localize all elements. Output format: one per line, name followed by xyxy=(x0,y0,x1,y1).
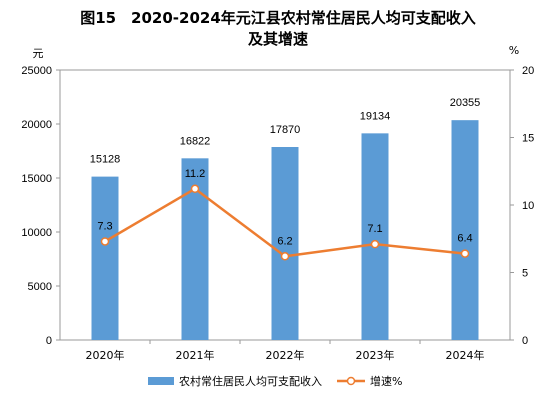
left-tick-label: 15000 xyxy=(21,173,52,185)
left-axis-unit: 元 xyxy=(33,47,44,60)
legend-line-label: 增速% xyxy=(370,374,402,388)
legend-bar-swatch xyxy=(148,377,174,385)
bar-value-label: 17870 xyxy=(270,124,301,136)
line-point xyxy=(190,184,200,194)
left-axis-ticks: 0 5000 10000 15000 20000 25000 xyxy=(21,65,60,347)
right-tick-label: 5 xyxy=(522,268,528,280)
left-tick-label: 10000 xyxy=(21,227,52,239)
x-tick-label: 2023年 xyxy=(356,348,395,362)
line-value-label: 7.1 xyxy=(367,223,382,235)
chart-title-line2: 及其增速 xyxy=(248,30,308,48)
line-value-label: 6.2 xyxy=(277,235,292,247)
left-tick-label: 0 xyxy=(46,335,52,347)
right-tick-label: 10 xyxy=(522,200,534,212)
line-value-labels: 7.3 11.2 6.2 7.1 6.4 xyxy=(97,168,472,248)
bar xyxy=(271,147,299,340)
x-tick-label: 2020年 xyxy=(86,348,125,362)
line-point xyxy=(370,239,380,249)
right-axis-unit: % xyxy=(509,44,519,57)
line-point xyxy=(100,237,110,246)
bar-series xyxy=(91,120,479,340)
chart-title-line1: 图15 2020-2024年元江县农村常住居民人均可支配收入 xyxy=(80,9,476,27)
legend-bar-label: 农村常住居民人均可支配收入 xyxy=(179,374,322,388)
right-tick-label: 15 xyxy=(522,133,534,145)
line-value-label: 11.2 xyxy=(185,168,206,180)
bar xyxy=(451,120,479,340)
legend: 农村常住居民人均可支配收入 增速% xyxy=(148,374,402,388)
bar-value-labels: 15128 16822 17870 19134 20355 xyxy=(90,97,481,165)
x-tick-label: 2021年 xyxy=(176,348,215,362)
left-tick-label: 25000 xyxy=(21,65,52,77)
line-point xyxy=(460,249,470,258)
bar-value-label: 16822 xyxy=(180,135,211,147)
bar xyxy=(91,176,119,340)
legend-line-marker xyxy=(346,376,356,386)
x-tick-label: 2024年 xyxy=(446,348,485,362)
left-tick-label: 5000 xyxy=(28,281,52,293)
line-series xyxy=(100,184,470,261)
line-point xyxy=(280,252,290,261)
line-value-label: 7.3 xyxy=(97,220,112,232)
right-axis-ticks: 0 5 10 15 20 xyxy=(510,65,534,347)
bar-value-label: 15128 xyxy=(90,154,121,166)
left-tick-label: 20000 xyxy=(21,119,52,131)
x-axis-labels: 2020年 2021年 2022年 2023年 2024年 xyxy=(86,340,485,362)
right-tick-label: 0 xyxy=(522,335,528,347)
x-tick-label: 2022年 xyxy=(266,348,305,362)
bar xyxy=(361,133,389,340)
line-value-label: 6.4 xyxy=(457,233,472,245)
right-tick-label: 20 xyxy=(522,65,534,77)
bar-value-label: 20355 xyxy=(450,97,481,109)
bar-value-label: 19134 xyxy=(360,110,391,122)
